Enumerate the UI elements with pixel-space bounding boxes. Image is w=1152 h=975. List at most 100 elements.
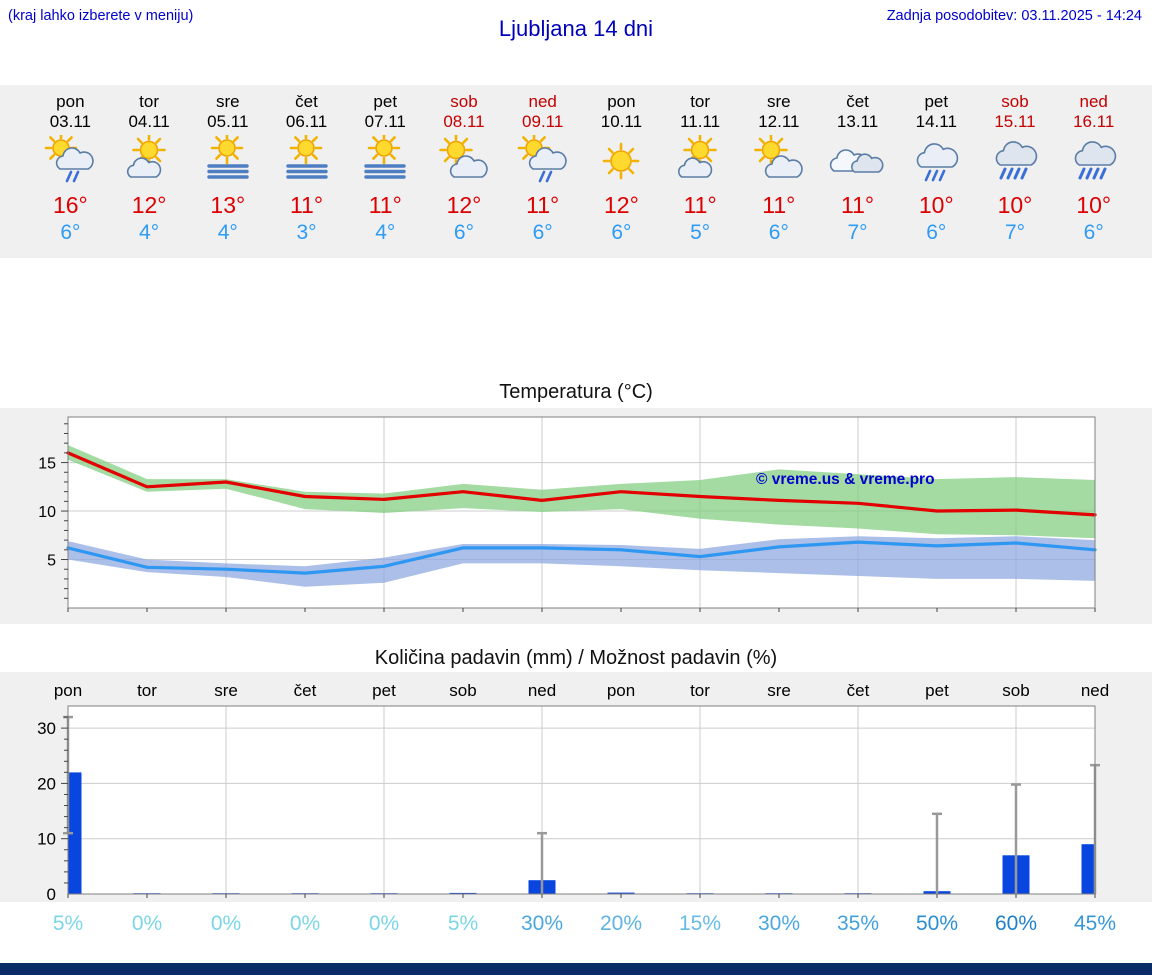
precip-probability: 0% — [369, 912, 399, 935]
forecast-day-12: pet 14.11 10° 6° — [897, 85, 976, 258]
forecast-day-8: pon 10.11 12° 6° — [582, 85, 661, 258]
forecast-day-2: tor 04.11 12° 4° — [110, 85, 189, 258]
day-date: 14.11 — [915, 112, 957, 131]
forecast-day-13: sob 15.11 10° 7° — [976, 85, 1055, 258]
forecast-day-6: sob 08.11 12° 6° — [425, 85, 504, 258]
max-temperature-line — [66, 451, 1097, 517]
day-date: 05.11 — [207, 112, 249, 131]
day-name: tor — [139, 92, 159, 111]
day-high-temp: 12° — [604, 192, 639, 218]
precip-probability: 35% — [837, 912, 879, 935]
day-date: 10.11 — [600, 112, 643, 131]
cloud-heavy-rain-icon — [1074, 141, 1116, 180]
forecast-day-10: sre 12.11 11° 6° — [739, 85, 818, 258]
precip-ytick-label: 30 — [37, 719, 56, 738]
cloud-heavy-rain-icon — [995, 141, 1038, 180]
precip-day-label: pet — [372, 681, 396, 700]
precip-probability: 20% — [600, 912, 642, 935]
precip-day-label: čet — [294, 681, 317, 700]
min-temperature-line — [66, 540, 1097, 575]
precipitation-chart: pon tor sre čet pet sob ned pon tor sre čet pet sob n… — [37, 681, 1116, 935]
day-low-temp: 6° — [768, 221, 789, 244]
last-update: Zadnja posodobitev: 03.11.2025 - 14:24 — [886, 8, 1142, 24]
precip-day-label: pon — [607, 681, 635, 700]
precipitation-chart-panel: pon tor sre čet pet sob ned pon tor sre čet pet sob n… — [0, 672, 1152, 935]
day-low-temp: 6° — [1083, 221, 1104, 244]
day-name: ned — [1079, 92, 1108, 111]
precip-ytick-label: 10 — [37, 830, 56, 849]
day-name: pet — [373, 92, 398, 111]
precip-day-label: čet — [847, 681, 870, 700]
day-name: pon — [56, 92, 85, 111]
day-icon — [976, 135, 1055, 191]
sun-cloud-rain-icon — [45, 135, 95, 183]
precip-bar — [449, 892, 477, 894]
fog-sun-icon — [364, 135, 406, 179]
precip-probability: 0% — [132, 912, 162, 935]
day-icon — [661, 135, 740, 191]
precip-probability: 30% — [521, 912, 563, 935]
day-low-temp: 6° — [60, 221, 81, 244]
day-date: 08.11 — [443, 112, 485, 131]
day-name: pon — [607, 92, 636, 111]
temperature-chart-title: Temperatura (°C) — [499, 381, 653, 403]
day-high-temp: 16° — [52, 192, 88, 218]
day-low-temp: 3° — [296, 221, 317, 244]
temp-ytick-label: 5 — [47, 553, 56, 570]
temperature-chart-panel: 5 10 15 © vreme.us & vreme.pro — [0, 408, 1152, 624]
day-icon — [1054, 135, 1133, 191]
day-high-temp: 10° — [997, 192, 1033, 218]
day-date: 15.11 — [994, 112, 1036, 131]
precip-day-label: pon — [54, 681, 82, 700]
day-low-temp: 4° — [375, 221, 396, 244]
day-low-temp: 7° — [847, 221, 868, 244]
precip-probability: 5% — [448, 912, 478, 935]
precip-day-label: pet — [925, 681, 949, 700]
day-high-temp: 13° — [210, 192, 246, 218]
day-high-temp: 11° — [683, 192, 717, 218]
precip-probability: 50% — [916, 912, 958, 935]
day-icon — [110, 135, 189, 191]
day-name: tor — [690, 92, 711, 111]
precip-ytick-label: 20 — [37, 774, 56, 793]
precip-probability: 0% — [211, 912, 241, 935]
day-high-temp: 11° — [526, 192, 560, 218]
precip-day-label: tor — [137, 681, 157, 700]
forecast-strip: pon 03.11 16° 6° tor 04.11 12° 4° sre 05.11 13° 4° č… — [0, 85, 1152, 258]
menu-hint: (kraj lahko izberete v meniju) — [8, 8, 194, 24]
precip-probability: 45% — [1074, 912, 1116, 935]
day-name: ned — [528, 92, 557, 111]
day-date: 11.11 — [680, 112, 721, 131]
day-date: 16.11 — [1073, 112, 1115, 131]
precip-probability: 5% — [53, 912, 83, 935]
day-name: sob — [450, 92, 478, 111]
day-low-temp: 4° — [139, 221, 160, 244]
forecast-day-4: čet 06.11 11° 3° — [267, 85, 346, 258]
day-date: 03.11 — [49, 112, 91, 131]
precip-bar — [607, 892, 635, 894]
day-high-temp: 12° — [446, 192, 482, 218]
cloud-sun-icon — [678, 135, 717, 178]
max-range-band — [68, 445, 1095, 539]
sun-cloud-icon — [754, 135, 803, 178]
day-date: 12.11 — [758, 112, 800, 131]
forecast-day-7: ned 09.11 11° 6° — [503, 85, 582, 258]
day-icon — [582, 135, 661, 191]
day-high-temp: 12° — [131, 192, 167, 218]
sun-icon — [603, 142, 640, 180]
day-icon — [188, 135, 267, 191]
day-icon — [267, 135, 346, 191]
precip-day-label: sob — [1002, 681, 1029, 700]
watermark-link[interactable]: © vreme.us & vreme.pro — [756, 471, 935, 488]
day-name: čet — [295, 92, 318, 111]
day-high-temp: 10° — [1076, 192, 1112, 218]
day-date: 04.11 — [128, 112, 170, 131]
day-name: sre — [215, 92, 240, 111]
sun-cloud-rain-icon — [517, 135, 567, 183]
day-date: 09.11 — [522, 112, 564, 131]
day-name: sre — [767, 92, 791, 111]
day-date: 13.11 — [836, 112, 879, 131]
day-icon — [503, 135, 582, 191]
day-icon — [818, 135, 897, 191]
precip-day-label: sob — [449, 681, 476, 700]
